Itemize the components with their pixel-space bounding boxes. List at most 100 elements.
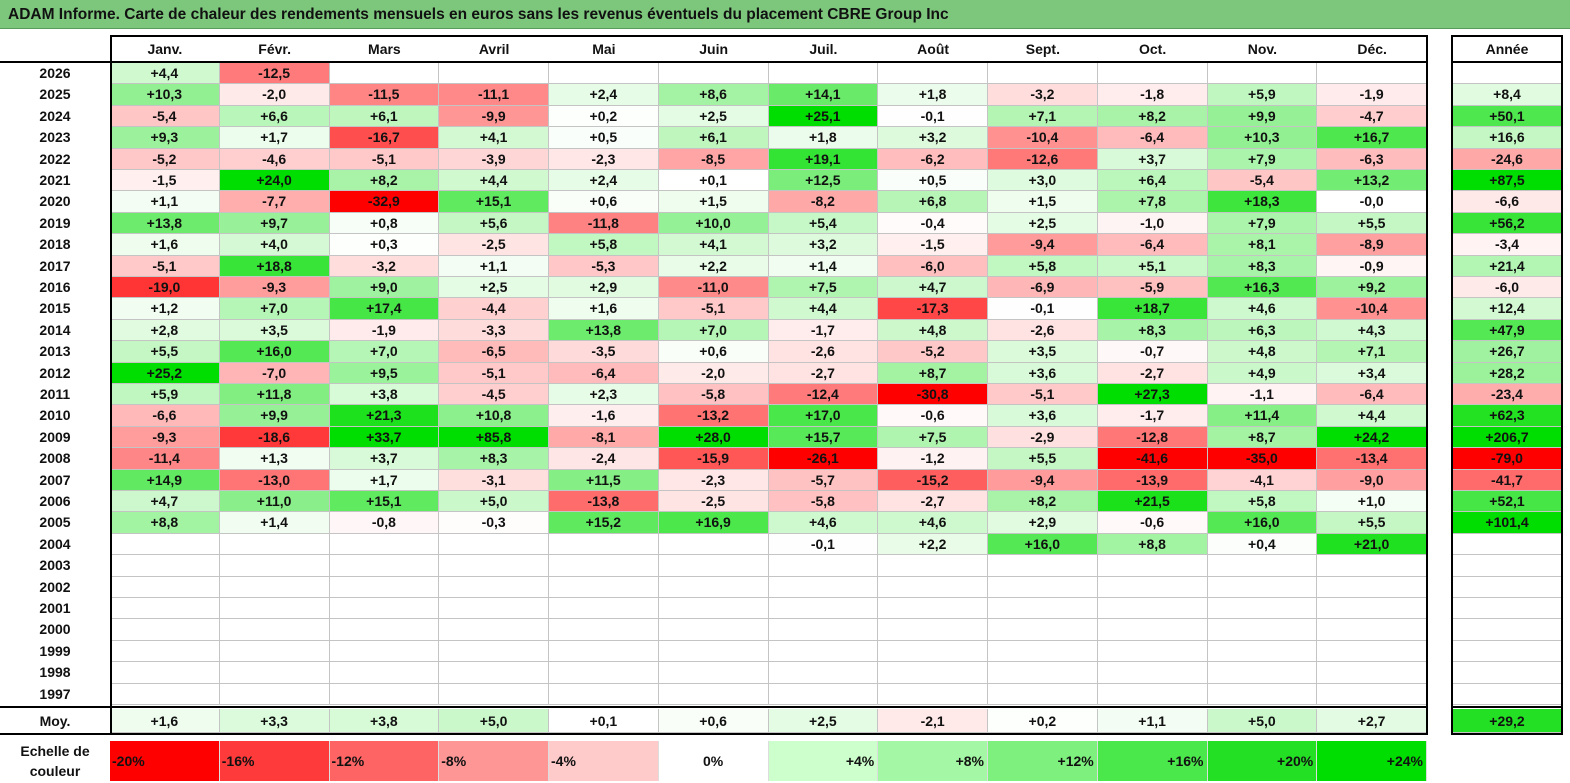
heatmap-cell: +4,6 [878,512,988,534]
heatmap-cell: +2,2 [658,255,769,277]
heatmap-cell: +1,2 [110,298,220,320]
heatmap-cell [1097,63,1208,85]
heatmap-cell: +3,0 [988,170,1098,192]
heatmap-cell: +0,6 [658,341,769,363]
heatmap-cell: +9,5 [329,362,440,384]
heatmap-cell: +4,9 [1207,362,1318,384]
heatmap-cell: +3,5 [988,341,1098,363]
heatmap-cell: -2,5 [658,491,769,513]
heatmap-cell: +28,0 [658,426,769,449]
heatmap-cell: +1,1 [110,191,220,213]
heatmap-cell: -5,2 [110,148,220,170]
heatmap-cell [768,576,879,598]
heatmap-cell: -2,0 [219,84,330,106]
heatmap-cell: -10,4 [1317,298,1427,320]
header-rule-annual [1452,61,1562,63]
month-header: Août [917,41,950,57]
heatmap-cell: +33,7 [329,426,440,449]
heatmap-cell: -3,2 [988,84,1098,106]
row-year-label: 2015 [39,300,71,317]
heatmap-cell: +0,3 [329,234,440,256]
average-cell: +5,0 [439,709,549,733]
heatmap-cell: +5,1 [1097,255,1208,277]
heatmap-cell: +8,8 [110,512,220,534]
heatmap-cell: -12,5 [219,63,330,85]
heatmap-cell: +9,3 [110,127,220,149]
heatmap-cell: -1,7 [1097,405,1208,427]
average-cell: +0,1 [549,709,659,733]
heatmap-cell [219,533,330,556]
month-header: Déc. [1357,41,1387,57]
heatmap-cell: +4,4 [768,298,879,320]
heatmap-cell: +17,4 [329,298,440,320]
heatmap-cell: -6,0 [878,255,988,277]
heatmap-cell [110,662,220,684]
heatmap-cell: -5,7 [768,469,879,491]
heatmap-cell: -0,7 [1097,341,1208,363]
heatmap-cell: +7,1 [1317,341,1427,363]
heatmap-cell [1207,576,1318,598]
heatmap-cell: -5,4 [110,105,220,128]
heatmap-cell: -4,7 [1317,105,1427,128]
heatmap-cell: +1,7 [219,127,330,149]
average-cell: +1,6 [110,709,220,733]
row-year-label: 2021 [39,172,71,188]
heatmap-cell [1097,598,1208,620]
average-annual-cell: +29,2 [1452,709,1562,733]
average-rule-top-annual [1452,706,1562,708]
heatmap-cell: -13,4 [1317,448,1427,470]
heatmap-cell: -0,1 [878,105,988,128]
heatmap-cell: +8,7 [878,362,988,384]
heatmap-cell: +8,8 [1097,533,1208,556]
heatmap-cell: +13,8 [549,319,659,342]
heatmap-cell: -2,7 [878,491,988,513]
heatmap-cell: -3,5 [549,341,659,363]
heatmap-cell: +7,1 [988,105,1098,128]
heatmap-cell: +21,5 [1097,491,1208,513]
heatmap-cell: -0,1 [988,298,1098,320]
heatmap-cell: -8,2 [768,191,879,213]
row-year-label: 2024 [39,107,71,124]
heatmap-cell: -3,2 [329,255,440,277]
heatmap-cell: +6,8 [878,191,988,213]
annual-cell: -41,7 [1452,469,1562,491]
month-header: Janv. [147,41,183,57]
row-year-label: 2009 [39,428,71,445]
annual-cell [1452,640,1562,663]
annual-cell: +56,2 [1452,212,1562,235]
heatmap-cell [658,576,769,598]
heatmap-cell [439,619,549,641]
average-cell: +3,3 [219,709,330,733]
heatmap-cell [549,533,659,556]
heatmap-cell: +8,2 [329,170,440,192]
heatmap-cell: +1,6 [549,298,659,320]
heatmap-cell: -7,0 [219,362,330,384]
heatmap-cell [1097,619,1208,641]
heatmap-cell [878,598,988,620]
heatmap-cell: -3,1 [439,469,549,491]
heatmap-cell: -8,9 [1317,234,1427,256]
heatmap-cell: +0,5 [549,127,659,149]
heatmap-cell [1207,662,1318,684]
heatmap-cell: -5,1 [110,255,220,277]
annual-cell: +8,4 [1452,84,1562,106]
heatmap-cell [768,662,879,684]
heatmap-cell: -6,4 [549,362,659,384]
color-scale-step: -20% [110,741,220,781]
heatmap-cell [658,533,769,556]
heatmap-cell: +0,8 [329,212,440,235]
heatmap-cell: +11,8 [219,384,330,406]
heatmap-cell: +5,0 [439,491,549,513]
heatmap-cell: +8,3 [1097,319,1208,342]
heatmap-cell [768,683,879,705]
heatmap-cell: +2,3 [549,384,659,406]
heatmap-cell: -0,3 [439,512,549,534]
heatmap-cell: -13,0 [219,469,330,491]
row-year-label: 2007 [39,471,71,488]
heatmap-cell: +7,0 [219,298,330,320]
heatmap-cell [329,640,440,663]
heatmap-cell: +6,1 [329,105,440,128]
heatmap-cell: -0,8 [329,512,440,534]
heatmap-cell: -16,7 [329,127,440,149]
heatmap-cell: +6,4 [1097,170,1208,192]
